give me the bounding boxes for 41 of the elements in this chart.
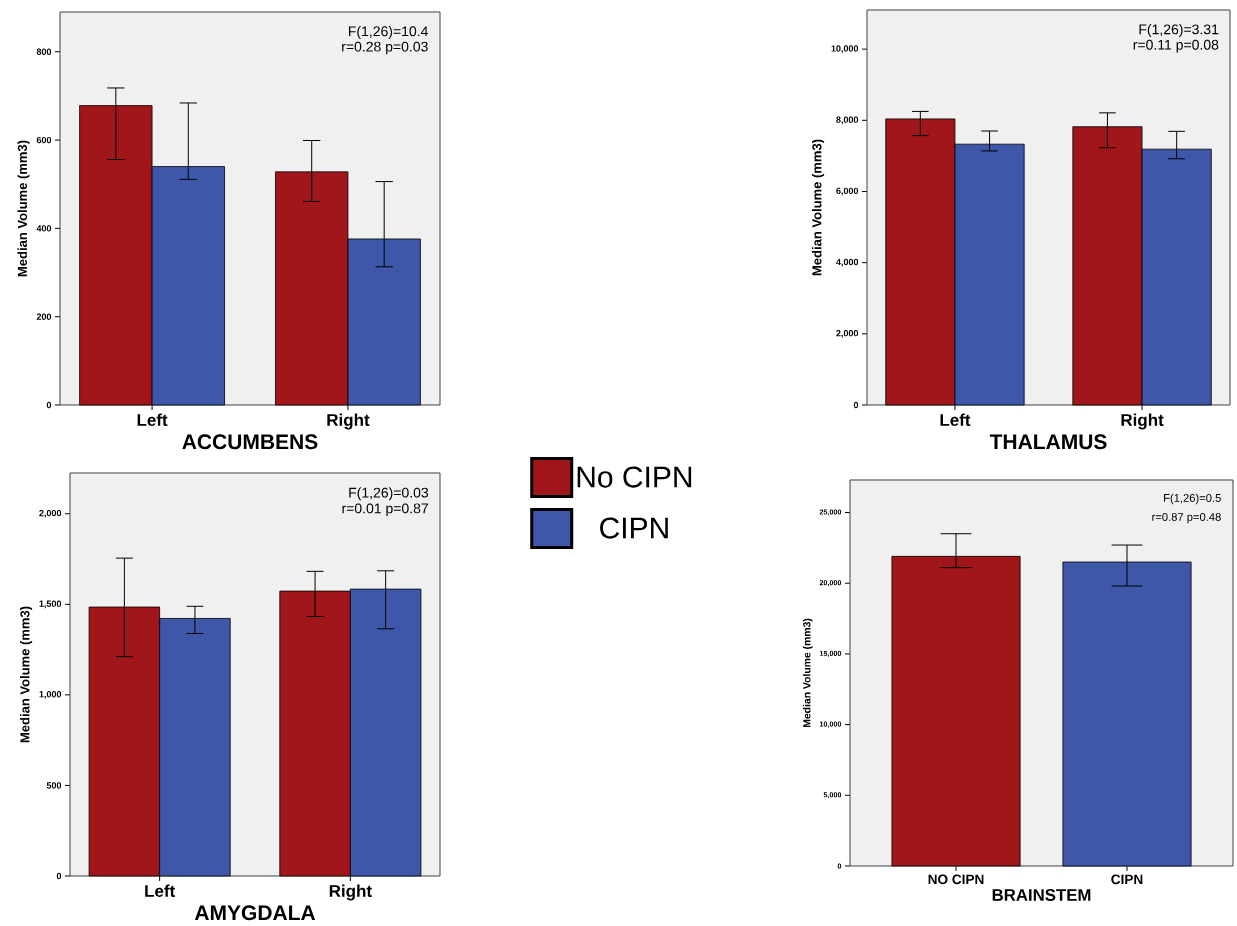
y-tick-label: 1,000 [39, 691, 62, 699]
x-axis-title: THALAMUS [989, 434, 1107, 450]
y-tick-label: 200 [36, 313, 52, 320]
x-tick-label: Right [1121, 413, 1164, 430]
annotation: F(1,26)=0.03 [349, 487, 429, 501]
y-axis-title: Median Volume (mm3) [19, 606, 33, 743]
y-axis-title: Median Volume (mm3) [802, 618, 813, 728]
annotation: F(1,26)=3.31 [1139, 24, 1219, 38]
x-tick-label: NO CIPN [928, 874, 984, 885]
y-tick-label: 0 [56, 872, 62, 880]
annotation: F(1,26)=0.5 [1164, 493, 1221, 505]
y-tick-label: 2,000 [836, 329, 859, 338]
y-axis-title: Median Volume (mm3) [17, 140, 30, 277]
y-tick-label: 1,500 [39, 600, 62, 609]
x-tick-label: Left [145, 884, 176, 898]
annotation: r=0.87 p=0.48 [1152, 513, 1221, 524]
x-tick-label: Left [137, 413, 168, 427]
annotation: F(1,26)=10.4 [349, 25, 428, 40]
x-tick-label: Right [327, 413, 370, 430]
y-tick-label: 800 [36, 48, 52, 55]
y-tick-label: 8,000 [836, 116, 859, 125]
x-axis-title: AMYGDALA [194, 905, 316, 921]
y-tick-label: 4,000 [836, 258, 859, 267]
legend-label: No CIPN [577, 466, 692, 488]
y-tick-label: 6,000 [836, 187, 859, 196]
y-tick-label: 0 [46, 401, 52, 409]
y-tick-label: 2,000 [39, 509, 62, 518]
y-tick-label: 400 [36, 225, 52, 232]
annotation: r=0.28 p=0.03 [342, 41, 428, 55]
x-axis-title: BRAINSTEM [992, 889, 1091, 901]
y-tick-label: 0 [853, 401, 859, 409]
x-tick-label: Left [940, 413, 971, 427]
y-tick-label: 10,000 [831, 45, 859, 53]
y-tick-label: 500 [46, 782, 62, 789]
y-tick-label: 600 [36, 136, 52, 144]
annotation: r=0.11 p=0.08 [1133, 39, 1219, 53]
annotation: r=0.01 p=0.87 [342, 503, 428, 517]
y-axis-title: Median Volume (mm3) [811, 139, 825, 276]
x-tick-label: Right [329, 884, 372, 901]
legend-label: CIPN [600, 517, 668, 539]
x-axis-title: ACCUMBENS [182, 434, 318, 450]
